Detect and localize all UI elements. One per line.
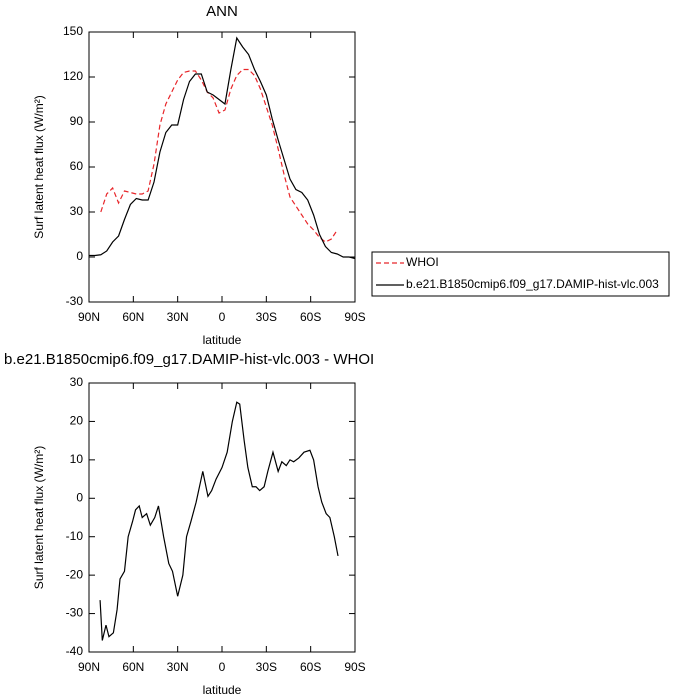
x-tick-label: 30N [167, 310, 189, 324]
x-tick-label: 60S [300, 660, 321, 674]
x-tick-label: 0 [219, 660, 226, 674]
y-tick-label: -30 [66, 606, 84, 620]
y-tick-label: -10 [66, 529, 84, 543]
y-tick-label: 90 [70, 114, 84, 128]
x-axis-label: latitude [203, 333, 242, 347]
legend-box [371, 251, 670, 297]
x-tick-label: 60N [122, 660, 144, 674]
y-tick-label: -30 [66, 294, 84, 308]
x-tick-label: 30S [256, 310, 277, 324]
y-tick-label: -20 [66, 567, 84, 581]
y-tick-label: 0 [76, 490, 83, 504]
y-tick-label: 120 [63, 69, 83, 83]
legend-label: b.e21.B1850cmip6.f09_g17.DAMIP-hist-vlc.… [406, 277, 659, 291]
y-tick-label: 30 [70, 204, 84, 218]
x-tick-label: 90N [78, 310, 100, 324]
y-tick-label: 0 [76, 249, 83, 263]
y-tick-label: -40 [66, 644, 84, 658]
y-axis-label: Surf latent heat flux (W/m²) [32, 95, 46, 238]
y-tick-label: 10 [70, 452, 84, 466]
data-line [99, 401, 339, 641]
x-tick-label: 30N [167, 660, 189, 674]
x-axis-label: latitude [203, 683, 242, 697]
x-tick-label: 90N [78, 660, 100, 674]
x-tick-label: 60N [122, 310, 144, 324]
y-tick-label: 30 [70, 375, 84, 389]
x-tick-label: 0 [219, 310, 226, 324]
data-line [100, 68, 338, 243]
x-tick-label: 30S [256, 660, 277, 674]
x-tick-label: 90S [344, 660, 365, 674]
x-tick-label: 60S [300, 310, 321, 324]
plot-frame [88, 31, 356, 303]
legend-label: WHOI [406, 255, 439, 269]
plot-frame [88, 382, 356, 653]
y-tick-label: 150 [63, 24, 83, 38]
data-line [89, 36, 356, 260]
y-tick-label: 60 [70, 159, 84, 173]
chart-title: ANN [206, 3, 238, 20]
x-tick-label: 90S [344, 310, 365, 324]
y-axis-label: Surf latent heat flux (W/m²) [32, 446, 46, 589]
y-tick-label: 20 [70, 414, 84, 428]
chart-title: b.e21.B1850cmip6.f09_g17.DAMIP-hist-vlc.… [4, 351, 374, 368]
